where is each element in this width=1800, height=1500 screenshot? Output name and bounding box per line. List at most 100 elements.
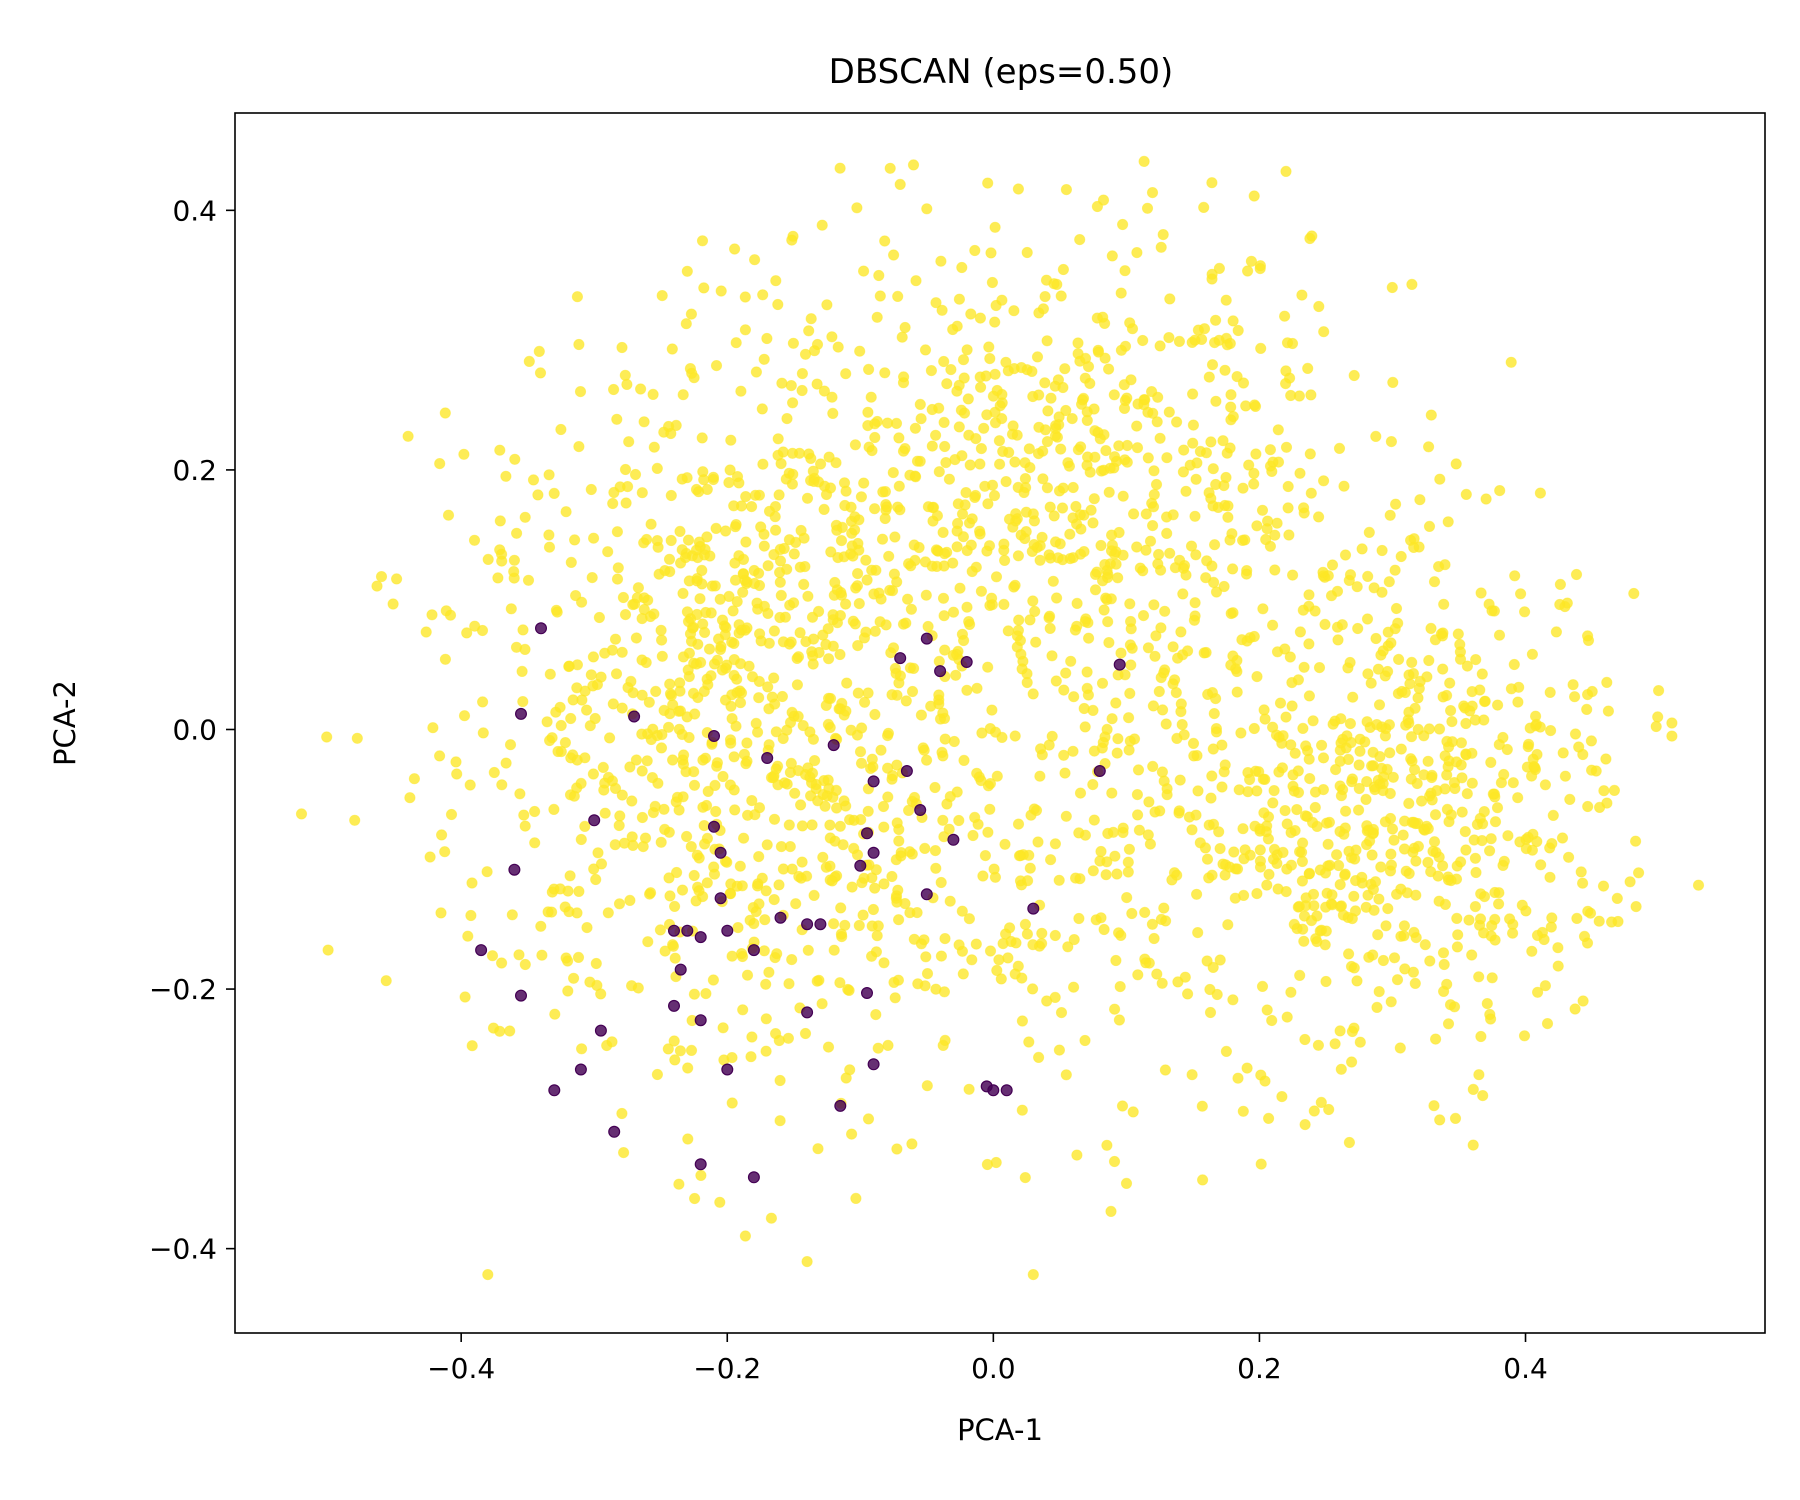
cluster-point xyxy=(1298,935,1310,947)
cluster-point xyxy=(1304,448,1316,460)
cluster-point xyxy=(1126,642,1138,654)
cluster-point xyxy=(1211,988,1223,1001)
cluster-point xyxy=(939,644,951,656)
cluster-point xyxy=(688,869,700,882)
cluster-point xyxy=(1433,560,1445,573)
noise-point xyxy=(608,1125,621,1138)
cluster-point xyxy=(741,755,753,767)
cluster-point xyxy=(1332,634,1344,646)
cluster-point xyxy=(1060,810,1072,822)
cluster-point xyxy=(1360,793,1372,806)
cluster-point xyxy=(1227,410,1239,423)
cluster-point xyxy=(1003,446,1015,458)
cluster-point xyxy=(1154,432,1166,444)
cluster-point xyxy=(1460,717,1472,730)
cluster-point xyxy=(1259,713,1271,725)
cluster-point xyxy=(1367,823,1380,836)
cluster-point xyxy=(1027,595,1039,607)
noise-point xyxy=(574,1063,587,1076)
cluster-point xyxy=(1408,926,1420,939)
cluster-point xyxy=(1370,430,1382,442)
cluster-point xyxy=(1544,871,1556,883)
cluster-point xyxy=(1423,441,1435,453)
cluster-point xyxy=(1390,498,1402,510)
cluster-point xyxy=(682,534,695,546)
cluster-point xyxy=(860,554,872,566)
cluster-point xyxy=(580,704,593,716)
cluster-point xyxy=(1421,671,1433,683)
cluster-point xyxy=(845,1128,858,1140)
cluster-point xyxy=(1317,783,1330,796)
cluster-point xyxy=(1425,787,1437,799)
cluster-point xyxy=(295,808,308,820)
cluster-point xyxy=(1630,900,1642,913)
noise-point xyxy=(860,986,873,999)
cluster-point xyxy=(632,982,644,994)
cluster-point xyxy=(1611,892,1623,905)
cluster-point xyxy=(1429,634,1442,646)
cluster-point xyxy=(1161,783,1173,795)
cluster-point xyxy=(1254,844,1266,856)
cluster-point xyxy=(1019,1172,1031,1184)
cluster-point xyxy=(1368,582,1380,594)
cluster-point xyxy=(984,352,996,365)
cluster-point xyxy=(1335,713,1347,725)
cluster-point xyxy=(737,1004,749,1016)
cluster-point xyxy=(783,467,795,479)
cluster-point xyxy=(1024,862,1036,874)
cluster-point xyxy=(874,290,886,302)
cluster-point xyxy=(1212,501,1224,513)
cluster-point xyxy=(623,436,635,448)
cluster-point xyxy=(1342,662,1354,674)
cluster-point xyxy=(1276,762,1289,774)
cluster-point xyxy=(1051,592,1063,604)
cluster-point xyxy=(1091,566,1103,578)
cluster-point xyxy=(616,702,628,714)
cluster-point xyxy=(804,790,817,802)
cluster-point xyxy=(1227,563,1239,575)
cluster-point xyxy=(1478,714,1490,726)
cluster-point xyxy=(1552,960,1564,972)
noise-point xyxy=(721,1063,734,1076)
cluster-point xyxy=(947,557,959,569)
cluster-point xyxy=(1074,787,1087,799)
cluster-point xyxy=(963,1083,975,1095)
cluster-point xyxy=(1101,1139,1113,1151)
cluster-point xyxy=(873,269,885,282)
cluster-point xyxy=(989,368,1001,380)
cluster-point xyxy=(1033,421,1045,433)
cluster-point xyxy=(1041,995,1053,1007)
cluster-point xyxy=(870,864,882,876)
cluster-point xyxy=(534,367,547,379)
cluster-point xyxy=(1167,641,1179,653)
cluster-point xyxy=(1385,637,1397,649)
cluster-point xyxy=(907,159,920,171)
cluster-point xyxy=(1171,416,1183,428)
cluster-point xyxy=(760,978,772,990)
cluster-point xyxy=(439,846,451,858)
cluster-point xyxy=(1317,752,1330,764)
cluster-point xyxy=(1423,654,1435,667)
cluster-point xyxy=(748,564,760,577)
cluster-point xyxy=(993,435,1006,447)
cluster-point xyxy=(1410,889,1422,901)
cluster-point xyxy=(1385,996,1397,1008)
cluster-point xyxy=(1132,764,1145,776)
cluster-point xyxy=(1526,770,1538,782)
cluster-point xyxy=(1692,879,1705,891)
cluster-point xyxy=(1254,262,1266,275)
cluster-point xyxy=(876,533,889,545)
cluster-point xyxy=(802,590,814,602)
cluster-point xyxy=(806,819,818,831)
cluster-point xyxy=(943,823,955,835)
cluster-point xyxy=(839,598,852,610)
cluster-point xyxy=(1264,444,1277,456)
cluster-point xyxy=(1534,487,1547,499)
cluster-point xyxy=(1106,250,1118,262)
cluster-point xyxy=(477,727,489,739)
cluster-point xyxy=(956,450,968,462)
cluster-point xyxy=(1111,455,1123,467)
cluster-point xyxy=(794,799,807,811)
cluster-point xyxy=(818,385,831,397)
cluster-point xyxy=(1442,1018,1455,1030)
